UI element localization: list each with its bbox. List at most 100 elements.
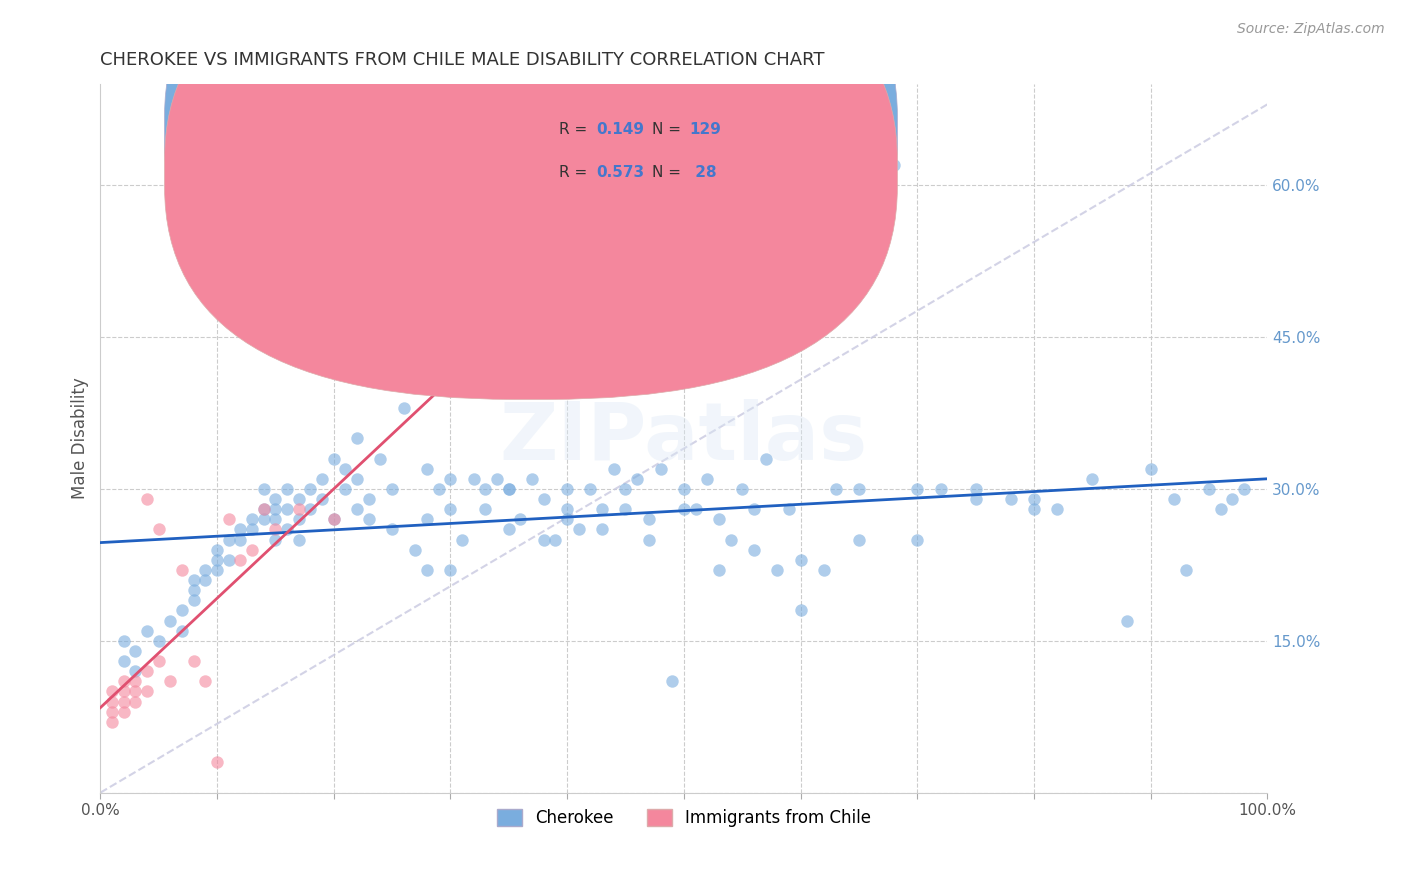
Point bbox=[183, 654, 205, 668]
Point bbox=[439, 563, 461, 577]
Text: R =: R = bbox=[560, 165, 592, 180]
Point bbox=[672, 502, 695, 516]
Point bbox=[637, 512, 659, 526]
Point bbox=[112, 654, 135, 668]
FancyBboxPatch shape bbox=[165, 0, 897, 356]
Point bbox=[778, 502, 800, 516]
Point bbox=[170, 603, 193, 617]
Point bbox=[707, 512, 730, 526]
Point bbox=[218, 533, 240, 547]
Point bbox=[1046, 502, 1069, 516]
Point bbox=[416, 462, 439, 476]
Point bbox=[299, 502, 322, 516]
Point bbox=[533, 492, 555, 507]
Point bbox=[264, 533, 287, 547]
Point bbox=[124, 644, 146, 658]
Point bbox=[276, 523, 298, 537]
Point bbox=[205, 563, 228, 577]
Point bbox=[346, 502, 368, 516]
Point bbox=[287, 492, 309, 507]
Point bbox=[229, 533, 252, 547]
Point bbox=[626, 472, 648, 486]
Point bbox=[905, 533, 928, 547]
Point bbox=[1022, 502, 1045, 516]
Point bbox=[240, 542, 263, 557]
Point bbox=[392, 401, 415, 415]
Point bbox=[381, 523, 404, 537]
Text: ZIPatlas: ZIPatlas bbox=[499, 400, 868, 477]
Point bbox=[148, 523, 170, 537]
Point bbox=[229, 523, 252, 537]
Text: CHEROKEE VS IMMIGRANTS FROM CHILE MALE DISABILITY CORRELATION CHART: CHEROKEE VS IMMIGRANTS FROM CHILE MALE D… bbox=[100, 51, 825, 69]
Point bbox=[101, 684, 124, 698]
Point bbox=[205, 756, 228, 770]
Point bbox=[1081, 472, 1104, 486]
Point bbox=[322, 512, 344, 526]
Point bbox=[568, 523, 591, 537]
Point bbox=[555, 512, 578, 526]
Point bbox=[720, 533, 742, 547]
Point bbox=[136, 684, 159, 698]
Point bbox=[555, 482, 578, 496]
Point bbox=[672, 482, 695, 496]
Point bbox=[264, 492, 287, 507]
Point bbox=[696, 472, 718, 486]
Point bbox=[357, 492, 380, 507]
Point bbox=[555, 502, 578, 516]
Point bbox=[404, 542, 426, 557]
Point bbox=[299, 482, 322, 496]
Point bbox=[311, 492, 333, 507]
Point bbox=[789, 553, 811, 567]
Point bbox=[346, 472, 368, 486]
Point bbox=[253, 482, 276, 496]
Point bbox=[661, 674, 683, 689]
Point bbox=[905, 482, 928, 496]
Point bbox=[101, 694, 124, 708]
Point bbox=[112, 694, 135, 708]
Point bbox=[136, 492, 159, 507]
Point bbox=[451, 533, 474, 547]
Point bbox=[357, 512, 380, 526]
Point bbox=[287, 512, 309, 526]
Point bbox=[229, 553, 252, 567]
Point bbox=[509, 512, 531, 526]
Point bbox=[183, 573, 205, 587]
Point bbox=[170, 563, 193, 577]
Point bbox=[1209, 502, 1232, 516]
Point bbox=[614, 502, 637, 516]
Point bbox=[848, 482, 870, 496]
Point bbox=[346, 431, 368, 445]
Point bbox=[439, 472, 461, 486]
Point bbox=[848, 533, 870, 547]
Point bbox=[240, 512, 263, 526]
Point bbox=[287, 502, 309, 516]
Point bbox=[1198, 482, 1220, 496]
Point bbox=[183, 593, 205, 607]
Point bbox=[112, 684, 135, 698]
Point bbox=[707, 563, 730, 577]
Point bbox=[148, 633, 170, 648]
Point bbox=[754, 451, 776, 466]
Point bbox=[194, 674, 217, 689]
Point bbox=[322, 451, 344, 466]
Point bbox=[264, 502, 287, 516]
Point bbox=[965, 492, 987, 507]
Point bbox=[439, 502, 461, 516]
FancyBboxPatch shape bbox=[165, 0, 897, 400]
Point bbox=[498, 523, 520, 537]
Legend: Cherokee, Immigrants from Chile: Cherokee, Immigrants from Chile bbox=[489, 803, 877, 834]
Point bbox=[533, 533, 555, 547]
Text: 28: 28 bbox=[690, 165, 716, 180]
Point bbox=[474, 502, 496, 516]
Point bbox=[276, 482, 298, 496]
Point bbox=[685, 502, 707, 516]
Point bbox=[253, 502, 276, 516]
Point bbox=[427, 482, 450, 496]
Point bbox=[1139, 462, 1161, 476]
Point bbox=[1233, 482, 1256, 496]
Point bbox=[370, 451, 392, 466]
Point bbox=[813, 563, 835, 577]
Point bbox=[335, 462, 357, 476]
Point bbox=[498, 482, 520, 496]
Y-axis label: Male Disability: Male Disability bbox=[72, 377, 89, 500]
